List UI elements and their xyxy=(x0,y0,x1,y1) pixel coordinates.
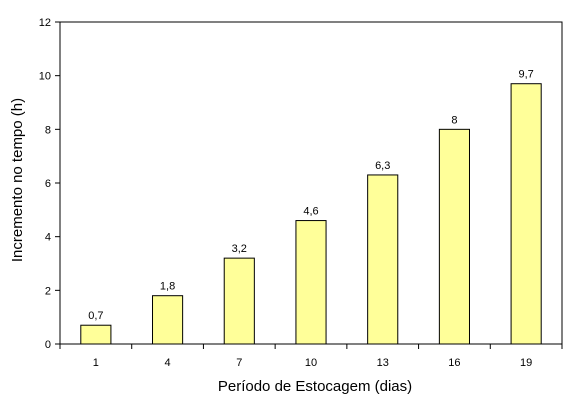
x-tick-label: 13 xyxy=(377,357,389,369)
data-label: 9,7 xyxy=(518,69,533,81)
y-axis-title: Incremento no tempo (h) xyxy=(9,98,26,262)
bar xyxy=(510,83,542,345)
x-tick-label: 1 xyxy=(93,357,99,369)
y-tick-label: 2 xyxy=(45,285,51,297)
data-label: 1,8 xyxy=(160,281,175,293)
x-tick-label: 19 xyxy=(520,357,532,369)
y-tick-label: 4 xyxy=(45,232,51,244)
y-tick-label: 12 xyxy=(39,17,51,29)
x-tick-label: 4 xyxy=(165,357,171,369)
y-tick-label: 10 xyxy=(39,71,51,83)
x-tick-label: 7 xyxy=(236,357,242,369)
bar xyxy=(367,174,399,345)
data-label: 6,3 xyxy=(375,160,390,172)
bar xyxy=(152,295,184,345)
y-tick-label: 8 xyxy=(45,124,51,136)
data-label: 8 xyxy=(451,114,457,126)
bar xyxy=(295,220,327,345)
x-tick-label: 16 xyxy=(448,357,460,369)
x-axis-title: Período de Estocagem (dias) xyxy=(218,378,412,395)
bar xyxy=(438,128,470,345)
y-tick-label: 0 xyxy=(45,339,51,351)
x-tick-label: 10 xyxy=(305,357,317,369)
data-label: 0,7 xyxy=(88,310,103,322)
y-tick-label: 6 xyxy=(45,178,51,190)
bar xyxy=(80,324,112,345)
bar xyxy=(223,257,255,345)
data-label: 4,6 xyxy=(303,206,318,218)
data-label: 3,2 xyxy=(232,243,247,255)
